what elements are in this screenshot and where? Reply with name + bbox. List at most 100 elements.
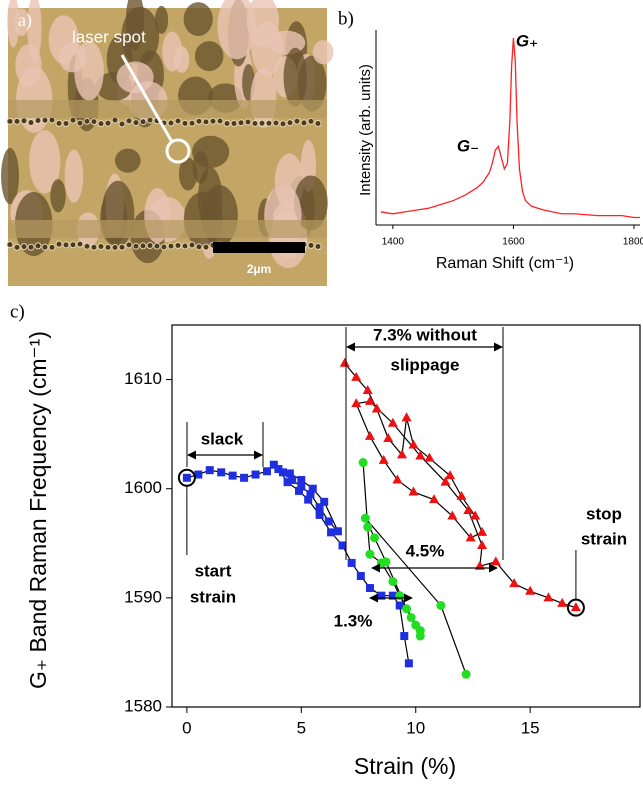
- afm-grain: [27, 0, 42, 63]
- data-point: [297, 475, 306, 484]
- afm-bead: [279, 120, 287, 128]
- afm-bead: [244, 118, 252, 126]
- y-tick-label: 1610: [124, 369, 162, 388]
- afm-grain: [114, 148, 141, 173]
- afm-bead: [118, 243, 126, 251]
- data-point: [401, 412, 412, 422]
- afm-bead: [90, 243, 98, 251]
- afm-bead: [146, 116, 154, 124]
- afm-bead: [48, 243, 56, 251]
- afm-band: [8, 220, 327, 238]
- data-point: [461, 669, 471, 679]
- afm-bead: [69, 241, 77, 249]
- data-point: [381, 557, 391, 567]
- afm-bead: [13, 243, 21, 251]
- afm-bead: [55, 240, 63, 248]
- afm-bead: [216, 117, 224, 125]
- afm-bead: [55, 119, 63, 127]
- afm-bead: [13, 117, 21, 125]
- afm-grain: [58, 42, 87, 73]
- afm-bead: [27, 119, 35, 127]
- data-point: [470, 510, 481, 520]
- data-point: [347, 558, 356, 567]
- data-point: [365, 584, 374, 593]
- data-point: [396, 449, 407, 459]
- data-point: [415, 626, 425, 636]
- data-point: [295, 486, 304, 495]
- afm-bead: [188, 241, 196, 249]
- annotation: start: [195, 561, 232, 580]
- afm-grain: [178, 157, 198, 191]
- afm-bead: [132, 242, 140, 250]
- afm-bead: [181, 242, 189, 250]
- scale-bar: [213, 242, 305, 253]
- panel-label: b): [338, 8, 354, 29]
- data-point: [404, 659, 413, 668]
- y-axis-label: Intensity (arb. units): [357, 64, 374, 196]
- data-point: [262, 467, 271, 476]
- afm-bead: [307, 241, 315, 249]
- afm-bead: [314, 119, 322, 127]
- annotation: stop: [586, 504, 622, 523]
- afm-bead: [34, 117, 42, 125]
- data-point: [283, 478, 292, 487]
- afm-grain: [217, 0, 256, 60]
- afm-bead: [6, 117, 14, 125]
- annotation: slack: [201, 429, 244, 448]
- data-point: [351, 371, 362, 381]
- data-point: [371, 403, 382, 413]
- afm-bead: [111, 243, 119, 251]
- data-point: [392, 474, 403, 484]
- data-point: [217, 468, 226, 477]
- pointer-line: [120, 54, 174, 143]
- data-point: [408, 486, 419, 496]
- x-tick-label: 15: [521, 718, 540, 737]
- afm-bead: [167, 242, 175, 250]
- series-line: [344, 362, 577, 609]
- afm-grain: [64, 149, 84, 203]
- afm-bead: [27, 243, 35, 251]
- data-point: [525, 585, 536, 595]
- data-point: [463, 505, 474, 515]
- y-tick-label: 1600: [124, 478, 162, 497]
- data-point: [378, 454, 389, 464]
- afm-bead: [209, 117, 217, 125]
- data-point: [447, 510, 458, 520]
- data-point: [363, 522, 373, 532]
- afm-bead: [202, 118, 210, 126]
- x-tick-label: 1400: [382, 237, 405, 248]
- afm-bead: [139, 242, 147, 250]
- annotation: 4.5%: [406, 541, 445, 560]
- data-point: [400, 632, 409, 641]
- afm-grain: [154, 5, 169, 35]
- afm-bead: [195, 243, 203, 251]
- y-tick-label: 1590: [124, 587, 162, 606]
- data-point: [228, 471, 237, 480]
- data-point: [269, 460, 278, 469]
- data-point: [408, 439, 419, 449]
- data-point: [406, 613, 416, 623]
- afm-bead: [293, 117, 301, 125]
- afm-grain: [283, 47, 307, 107]
- data-point: [251, 470, 260, 479]
- afm-bead: [181, 119, 189, 127]
- afm-bead: [286, 119, 294, 127]
- afm-image-panel: a) laser spot 2µm: [1, 0, 334, 286]
- afm-bead: [202, 243, 210, 251]
- annotation: strain: [581, 529, 627, 548]
- afm-bead: [300, 119, 308, 127]
- afm-bead: [125, 117, 133, 125]
- data-point: [356, 572, 365, 581]
- data-point: [395, 591, 405, 601]
- data-point: [445, 470, 456, 480]
- annotation: strain: [190, 587, 236, 606]
- afm-bead: [307, 117, 315, 125]
- afm-bead: [76, 240, 84, 248]
- afm-grain: [173, 46, 190, 73]
- data-point: [315, 503, 324, 512]
- data-point: [320, 497, 329, 506]
- afm-grain: [250, 67, 277, 128]
- afm-bead: [188, 119, 196, 127]
- afm-grain: [312, 40, 334, 65]
- data-point: [315, 510, 324, 519]
